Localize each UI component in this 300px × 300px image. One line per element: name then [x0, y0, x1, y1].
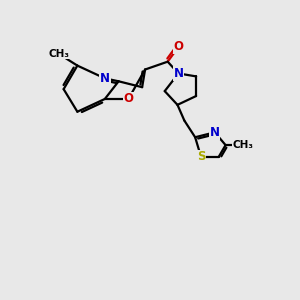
Text: N: N [210, 126, 220, 139]
Text: N: N [100, 72, 110, 85]
Text: N: N [173, 67, 184, 80]
Text: CH₃: CH₃ [233, 140, 254, 150]
Text: S: S [197, 150, 205, 164]
Text: CH₃: CH₃ [48, 49, 69, 59]
Text: O: O [123, 92, 134, 106]
Text: O: O [173, 40, 184, 53]
